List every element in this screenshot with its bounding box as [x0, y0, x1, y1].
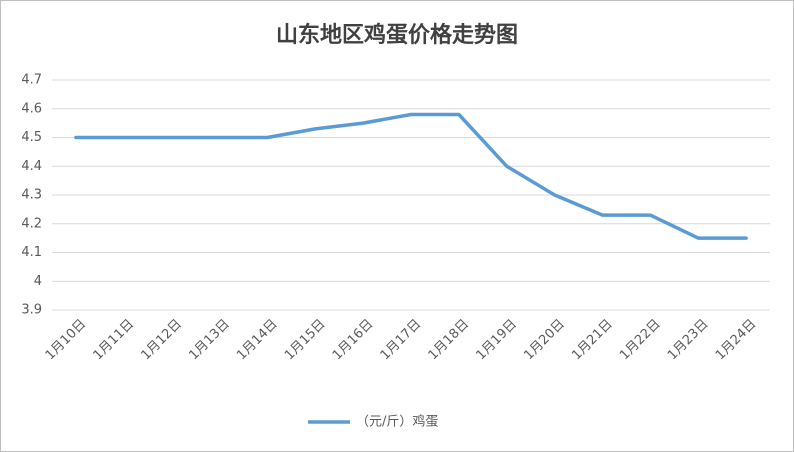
y-tick-label: 4.2 [21, 216, 42, 231]
y-tick-label: 4.6 [21, 101, 42, 116]
y-tick-label: 4 [34, 274, 42, 289]
y-tick-label: 4.4 [21, 159, 42, 174]
y-tick-label: 4.5 [21, 130, 42, 145]
legend-label: （元/斤）鸡蛋 [356, 414, 438, 430]
y-tick-label: 4.3 [21, 188, 42, 203]
y-tick-label: 4.7 [21, 73, 42, 88]
data-line [74, 112, 748, 240]
y-tick-label: 3.9 [21, 303, 42, 318]
chart-title: 山东地区鸡蛋价格走势图 [276, 22, 518, 48]
y-tick-label: 4.1 [21, 245, 42, 260]
